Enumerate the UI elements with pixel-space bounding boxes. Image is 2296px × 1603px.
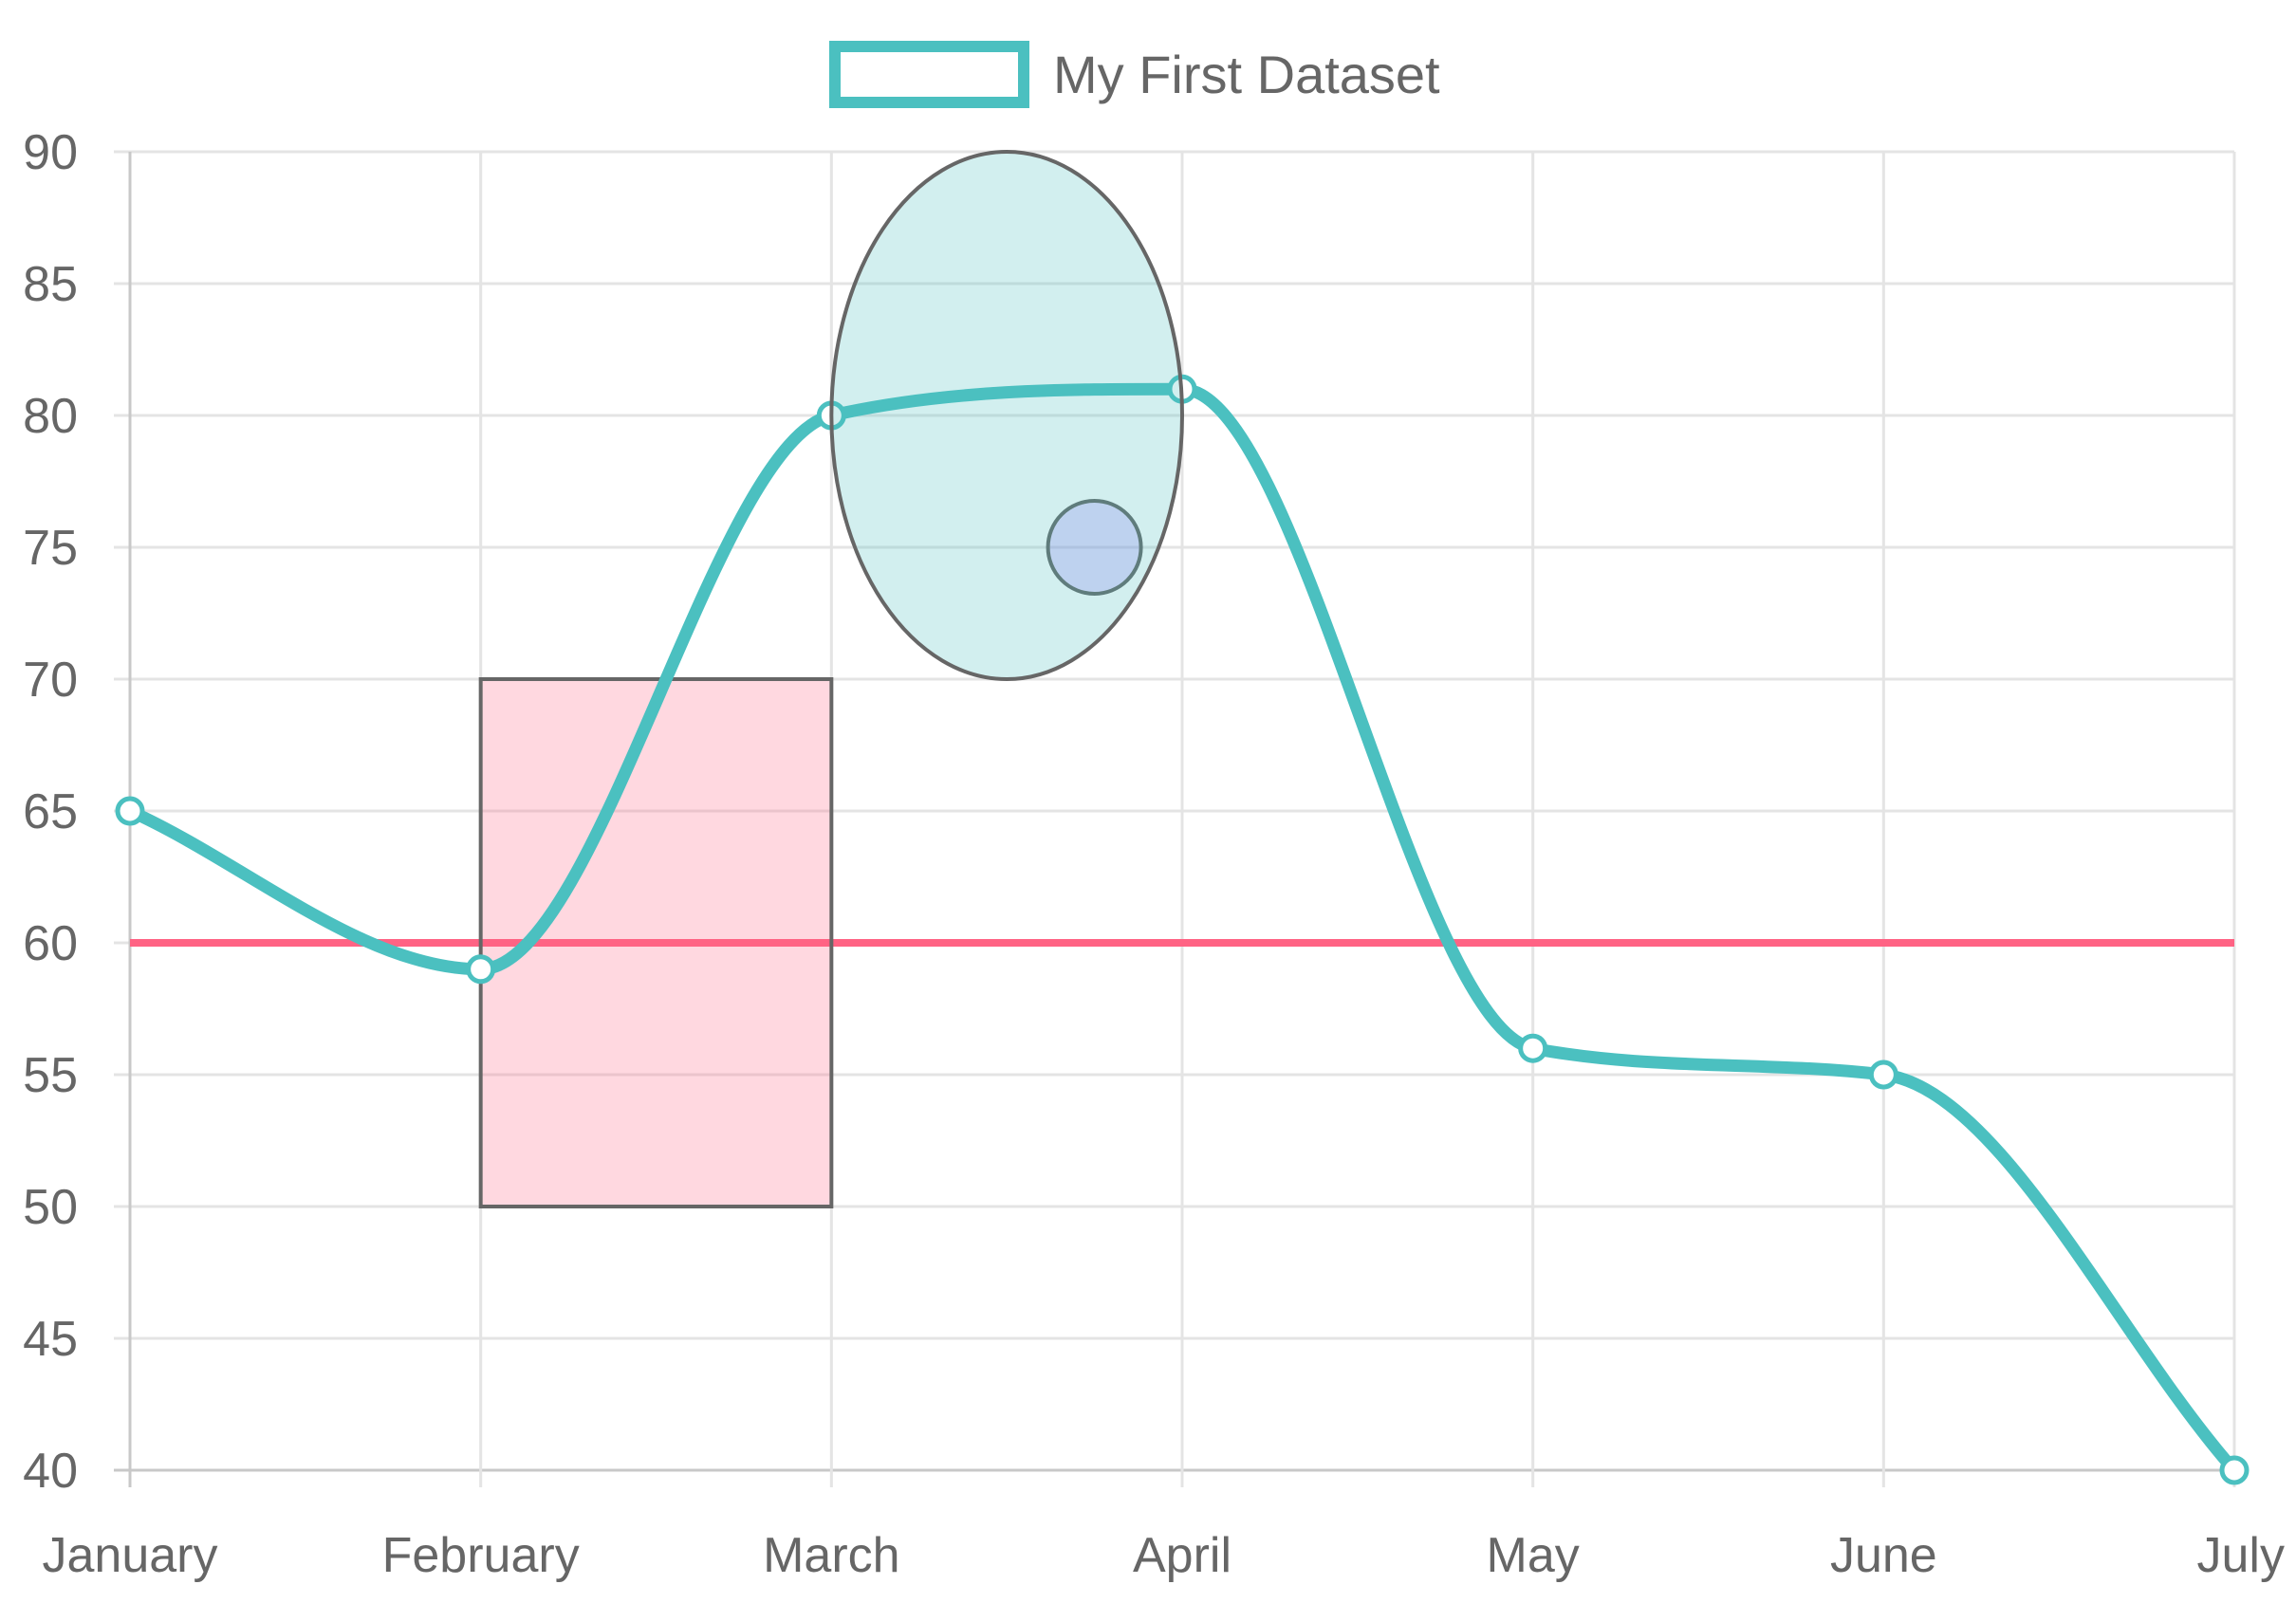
y-tick-label: 65: [23, 784, 78, 839]
x-tick-label: January: [43, 1528, 218, 1583]
y-tick-label: 50: [23, 1180, 78, 1235]
x-tick-label: March: [763, 1528, 899, 1583]
y-tick-label: 60: [23, 916, 78, 971]
x-tick-label: July: [2197, 1528, 2285, 1583]
data-point[interactable]: [1868, 1059, 1898, 1090]
x-tick-label: June: [1830, 1528, 1937, 1583]
annotation-layer: [130, 677, 2234, 1208]
annotation-overlay-layer: [829, 150, 1184, 681]
y-tick-label: 70: [23, 653, 78, 708]
data-point[interactable]: [466, 954, 496, 985]
x-tick-label: April: [1133, 1528, 1231, 1583]
y-tick-label: 40: [23, 1444, 78, 1499]
legend[interactable]: My First Dataset: [829, 41, 1440, 108]
annotation-ellipse: [829, 150, 1184, 681]
y-tick-label: 90: [23, 125, 78, 180]
axes: 40 45 50 55 60 65 70 75 80 85 90 January February Mar…: [23, 125, 2285, 1583]
y-tick-label: 55: [23, 1048, 78, 1103]
data-point[interactable]: [115, 796, 145, 826]
data-point[interactable]: [1518, 1033, 1548, 1063]
y-tick-label: 45: [23, 1312, 78, 1367]
x-tick-label: May: [1487, 1528, 1580, 1583]
y-tick-label: 85: [23, 257, 78, 312]
x-tick-label: February: [382, 1528, 580, 1583]
annotation-point: [1046, 499, 1143, 596]
annotation-box: [478, 677, 834, 1208]
data-point[interactable]: [2219, 1455, 2250, 1485]
legend-swatch[interactable]: [829, 41, 1029, 108]
y-tick-label: 80: [23, 389, 78, 444]
legend-label[interactable]: My First Dataset: [1053, 45, 1440, 104]
y-tick-label: 75: [23, 521, 78, 576]
